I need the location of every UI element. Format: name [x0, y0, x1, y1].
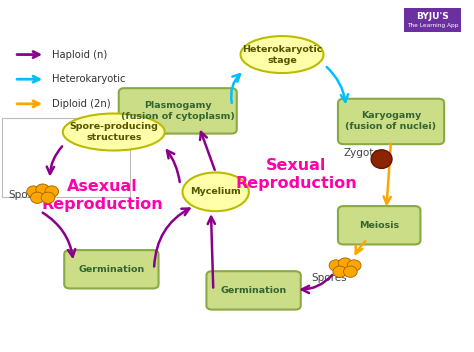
FancyBboxPatch shape [118, 88, 237, 133]
FancyBboxPatch shape [64, 250, 158, 289]
Text: Haploid (n): Haploid (n) [52, 50, 108, 59]
Ellipse shape [45, 186, 59, 197]
Text: Spore-producing
structures: Spore-producing structures [69, 122, 158, 142]
FancyBboxPatch shape [338, 99, 444, 144]
Text: BYJU'S: BYJU'S [416, 12, 449, 21]
FancyBboxPatch shape [2, 118, 130, 197]
Text: Heterokaryotic: Heterokaryotic [52, 74, 126, 84]
Text: Diploid (2n): Diploid (2n) [52, 99, 111, 109]
Text: Heterokaryotic
stage: Heterokaryotic stage [242, 44, 322, 65]
Ellipse shape [347, 260, 361, 271]
FancyBboxPatch shape [206, 271, 301, 310]
Text: Germination: Germination [220, 286, 287, 295]
FancyBboxPatch shape [404, 8, 461, 32]
Text: Germination: Germination [78, 265, 145, 274]
Ellipse shape [182, 172, 249, 211]
Text: Plasmogamy
(fusion of cytoplasm): Plasmogamy (fusion of cytoplasm) [121, 101, 235, 121]
Text: Spores: Spores [311, 273, 347, 283]
Text: Meiosis: Meiosis [359, 221, 399, 230]
Ellipse shape [344, 266, 357, 277]
Text: Asexual
Reproduction: Asexual Reproduction [41, 179, 163, 212]
Ellipse shape [329, 260, 343, 271]
Ellipse shape [27, 186, 40, 197]
Text: Spores: Spores [8, 190, 44, 200]
Ellipse shape [371, 150, 392, 168]
Ellipse shape [240, 36, 323, 73]
Ellipse shape [41, 192, 55, 203]
Text: The Learning App: The Learning App [407, 23, 458, 28]
Text: Mycelium: Mycelium [190, 187, 241, 196]
Ellipse shape [63, 113, 164, 151]
Text: Sexual
Reproduction: Sexual Reproduction [236, 158, 357, 191]
Text: Karyogamy
(fusion of nuclei): Karyogamy (fusion of nuclei) [346, 111, 437, 132]
Ellipse shape [338, 258, 352, 269]
Ellipse shape [30, 192, 44, 203]
Ellipse shape [36, 184, 49, 195]
FancyBboxPatch shape [338, 206, 420, 244]
Text: Zygote: Zygote [343, 148, 380, 158]
Ellipse shape [333, 266, 346, 277]
